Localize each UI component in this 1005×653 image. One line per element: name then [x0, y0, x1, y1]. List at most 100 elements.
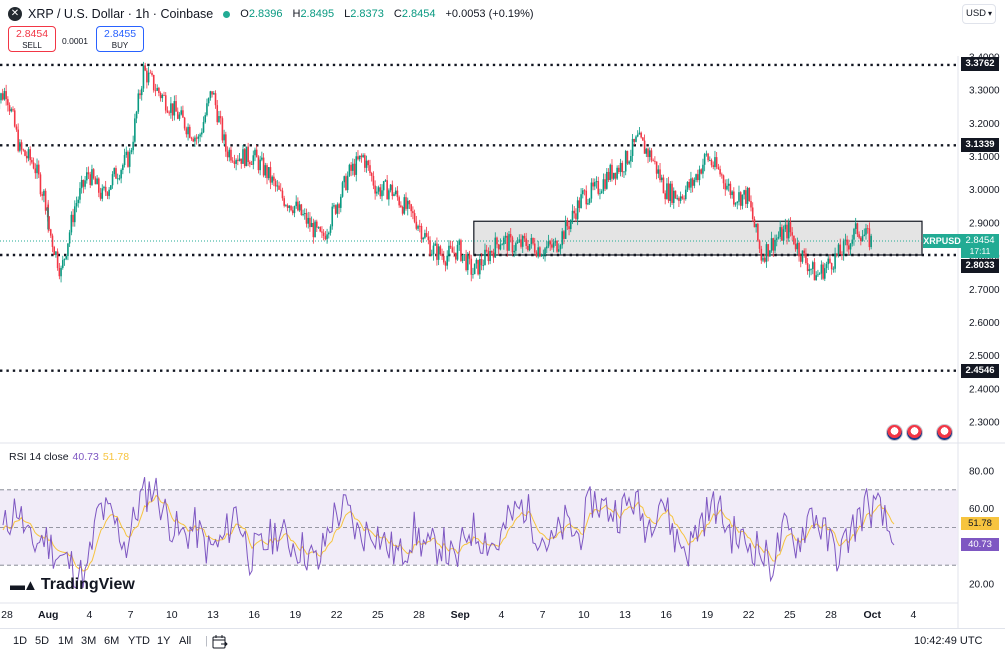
candle-body [197, 136, 200, 139]
candle-body [159, 92, 162, 99]
us-flag-icon[interactable] [906, 424, 923, 441]
candle-body [751, 207, 754, 219]
candle-body [333, 205, 335, 207]
candle-body [1, 93, 4, 100]
candle-body [67, 243, 69, 257]
timeframe-1d[interactable]: 1D [13, 635, 28, 647]
candle-body [128, 152, 131, 167]
candle-body [696, 174, 699, 181]
candle-body [305, 213, 308, 224]
sell-button[interactable]: 2.8454 SELL [8, 26, 56, 52]
timeframe-1m[interactable]: 1M [58, 635, 74, 647]
utc-clock[interactable]: 10:42:49 UTC [914, 635, 983, 647]
symbol-title[interactable]: XRP / U.S. Dollar · 1h · Coinbase [28, 7, 214, 21]
candle-body [235, 159, 237, 164]
candle-body [779, 227, 781, 237]
candle-body [745, 190, 747, 204]
candle-body [352, 163, 354, 171]
candle-body [458, 240, 461, 245]
time-tick-label: Sep [451, 609, 470, 621]
candle-body [242, 149, 244, 164]
candle-body [225, 134, 227, 152]
candle-body [731, 191, 733, 196]
timeframe-5d[interactable]: 5D [35, 635, 50, 647]
candle-body [679, 196, 682, 201]
candle-body [87, 172, 90, 175]
candle-body [540, 255, 543, 257]
candle-body [39, 174, 42, 195]
price-tick-label: 2.7000 [969, 285, 1000, 296]
candle-body [346, 175, 349, 191]
candle-body [130, 150, 133, 153]
candle-body [762, 257, 764, 261]
candle-body [662, 177, 665, 194]
candle-body [571, 210, 574, 220]
candle-body [515, 243, 517, 251]
us-flag-icon[interactable] [936, 424, 953, 441]
level-label-4[interactable]: 2.4546 [961, 364, 999, 378]
price-tick-label: 2.3000 [969, 418, 1000, 429]
level-label-1[interactable]: 3.3762 [961, 57, 999, 71]
candle-body [817, 274, 819, 276]
candle-body [805, 253, 807, 264]
timeframe-6m[interactable]: 6M [104, 635, 120, 647]
candle-body [811, 262, 814, 269]
candle-body [719, 169, 721, 175]
us-flag-icon[interactable] [886, 424, 903, 441]
timeframe-1y[interactable]: 1Y [157, 635, 171, 647]
candle-body [424, 233, 426, 238]
candle-body [813, 262, 816, 281]
timeframe-ytd[interactable]: YTD [128, 635, 150, 647]
candle-body [633, 138, 636, 142]
candle-body [281, 190, 284, 199]
candle-body [436, 243, 438, 260]
time-tick-label: Aug [38, 609, 58, 621]
candle-body [259, 159, 261, 171]
candle-body [182, 110, 184, 118]
date-range-icon[interactable] [212, 635, 228, 652]
candle-body [207, 98, 210, 104]
candle-body [820, 264, 823, 274]
buy-button[interactable]: 2.8455 BUY [96, 26, 144, 52]
candle-body [283, 198, 285, 206]
candle-body [303, 213, 306, 214]
candle-body [602, 179, 605, 192]
price-tick-label: 3.2000 [969, 119, 1000, 130]
tradingview-logo[interactable]: ▬▲ TradingView [10, 576, 135, 594]
timeframe-3m[interactable]: 3M [81, 635, 97, 647]
candle-body [791, 232, 793, 236]
candle-body [551, 244, 553, 248]
candle-body [137, 93, 140, 112]
timeframe-all[interactable]: All [179, 635, 192, 647]
candle-body [482, 264, 485, 266]
candle-body [554, 240, 557, 243]
candle-body [715, 157, 718, 168]
candle-body [156, 87, 158, 91]
symbol-row: ✕ XRP / U.S. Dollar · 1h · Coinbase O2.8… [8, 5, 534, 23]
candle-body [672, 190, 675, 203]
candle-body [249, 161, 251, 165]
level-label-2[interactable]: 3.1339 [961, 138, 999, 152]
candle-body [432, 245, 435, 255]
level-label-3[interactable]: 2.8033 [961, 259, 999, 273]
candle-body [542, 255, 545, 257]
candle-body [398, 197, 400, 206]
rsi-legend[interactable]: RSI 14 close 40.73 51.78 [9, 451, 129, 463]
candle-body [465, 254, 467, 271]
candle-body [794, 244, 797, 250]
candle-body [757, 223, 759, 241]
candle-body [257, 157, 260, 171]
candle-body [803, 250, 805, 254]
candle-body [528, 244, 531, 251]
candle-body [340, 196, 342, 208]
economic-events[interactable] [886, 424, 953, 441]
candle-body [199, 134, 201, 137]
candle-body [170, 103, 172, 113]
candle-body [312, 222, 315, 238]
currency-select[interactable]: USD [962, 4, 996, 24]
candle-body [638, 132, 641, 135]
candle-body [698, 169, 701, 181]
candle-body [499, 244, 502, 250]
candle-body [582, 190, 584, 195]
